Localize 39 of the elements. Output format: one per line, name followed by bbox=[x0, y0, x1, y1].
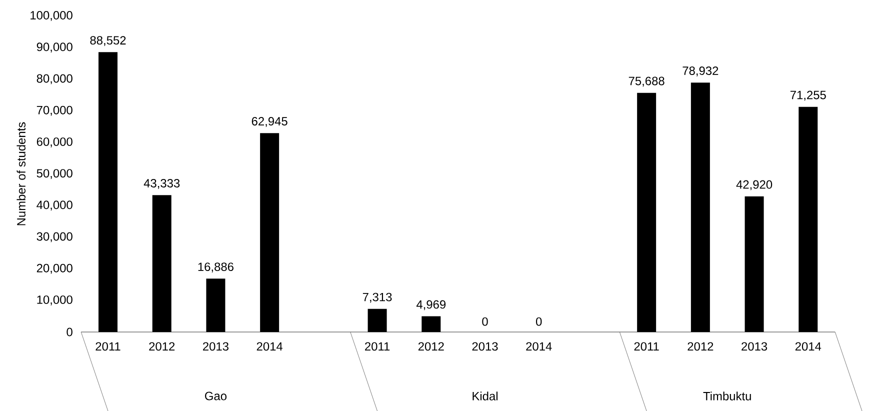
x-tick-label: 2013 bbox=[472, 342, 498, 351]
y-tick-label: 20,000 bbox=[36, 264, 72, 274]
data-label: 43,333 bbox=[144, 178, 180, 189]
text: Timbuktu bbox=[703, 392, 751, 400]
data-label: 62,945 bbox=[252, 117, 288, 127]
x-tick-label: 2012 bbox=[418, 342, 444, 351]
y-tick-label: 0 bbox=[66, 328, 72, 336]
x-tick-label: 2012 bbox=[688, 342, 714, 351]
x-tick-label: 2014 bbox=[795, 342, 822, 351]
y-tick-label: 70,000 bbox=[36, 106, 72, 116]
x-tick-label: 2012 bbox=[149, 342, 175, 351]
data-label: 0 bbox=[482, 317, 488, 326]
y-tick-label: 60,000 bbox=[36, 137, 72, 148]
y-tick-label: 100,000 bbox=[30, 11, 72, 21]
data-label: 16,886 bbox=[198, 262, 234, 272]
data-label: 71,255 bbox=[790, 90, 826, 101]
data-label: 4,969 bbox=[416, 300, 446, 310]
data-label: 78,932 bbox=[682, 66, 718, 76]
data-label: 0 bbox=[536, 317, 542, 326]
y-axis-title: Number of students bbox=[16, 122, 26, 226]
x-tick-label: 2011 bbox=[365, 342, 390, 351]
data-label: 42,920 bbox=[736, 180, 772, 190]
x-tick-label: 2011 bbox=[634, 342, 659, 351]
text: Kidal bbox=[472, 392, 498, 400]
y-tick-label: 10,000 bbox=[37, 295, 72, 306]
data-label: 88,552 bbox=[90, 36, 126, 46]
y-tick-label: 90,000 bbox=[36, 42, 72, 53]
x-tick-label: 2013 bbox=[203, 342, 228, 351]
data-label: 75,688 bbox=[628, 76, 664, 87]
y-tick-label: 80,000 bbox=[36, 74, 72, 84]
x-tick-label: 2011 bbox=[96, 342, 120, 351]
y-tick-label: 40,000 bbox=[36, 200, 72, 211]
x-tick-label: 2013 bbox=[742, 342, 768, 351]
x-tick-label: 2014 bbox=[256, 342, 283, 351]
y-tick-label: 30,000 bbox=[36, 232, 72, 242]
x-tick-label: 2014 bbox=[526, 342, 552, 351]
text: Gao bbox=[205, 392, 227, 400]
data-label: 7,313 bbox=[362, 292, 392, 303]
y-tick-label: 50,000 bbox=[36, 169, 72, 179]
